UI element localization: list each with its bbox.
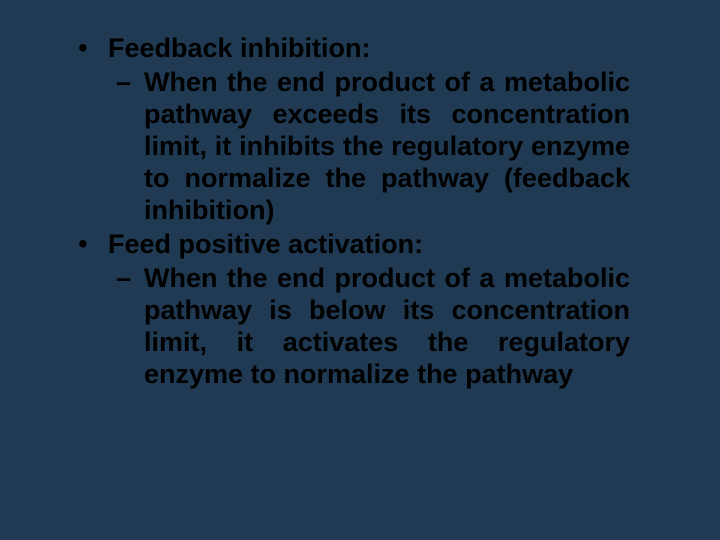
sub-text: When the end product of a metabolic path… bbox=[144, 262, 630, 390]
sub-item: When the end product of a metabolic path… bbox=[108, 262, 630, 390]
sub-list: When the end product of a metabolic path… bbox=[108, 66, 630, 226]
bullet-title: Feedback inhibition: bbox=[108, 32, 630, 64]
bullet-list: Feedback inhibition: When the end produc… bbox=[70, 32, 630, 390]
bullet-item: Feedback inhibition: When the end produc… bbox=[70, 32, 630, 226]
sub-text: When the end product of a metabolic path… bbox=[144, 66, 630, 226]
sub-item: When the end product of a metabolic path… bbox=[108, 66, 630, 226]
bullet-item: Feed positive activation: When the end p… bbox=[70, 228, 630, 390]
sub-list: When the end product of a metabolic path… bbox=[108, 262, 630, 390]
bullet-title: Feed positive activation: bbox=[108, 228, 630, 260]
